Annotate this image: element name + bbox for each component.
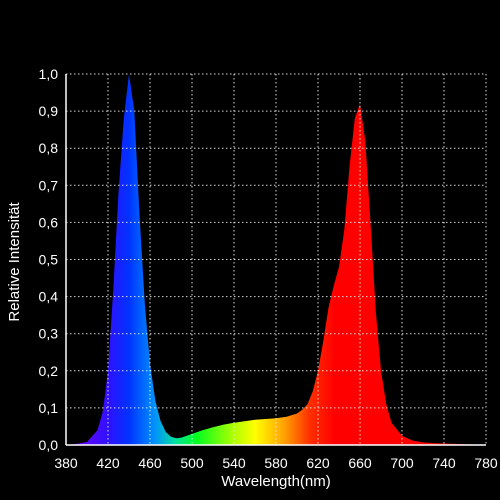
x-tick-label: 380 <box>54 455 78 471</box>
x-tick-label: 780 <box>474 455 498 471</box>
y-tick-label: 0,5 <box>39 252 59 268</box>
x-tick-label: 580 <box>264 455 288 471</box>
y-tick-label: 0,6 <box>39 214 59 230</box>
x-axis-label: Wavelength(nm) <box>221 473 330 490</box>
y-tick-label: 0,2 <box>39 363 59 379</box>
x-tick-label: 620 <box>306 455 330 471</box>
y-tick-label: 0,8 <box>39 140 59 156</box>
y-tick-label: 1,0 <box>39 66 59 82</box>
y-tick-label: 0,7 <box>39 177 59 193</box>
x-tick-label: 740 <box>432 455 456 471</box>
y-axis-label: Relative Intensität <box>6 202 23 322</box>
y-tick-label: 0,3 <box>39 326 59 342</box>
x-tick-label: 420 <box>96 455 120 471</box>
x-tick-label: 500 <box>180 455 204 471</box>
x-tick-label: 660 <box>348 455 372 471</box>
y-tick-label: 0,1 <box>39 400 59 416</box>
x-tick-label: 540 <box>222 455 246 471</box>
y-tick-label: 0,0 <box>39 437 59 453</box>
spectrum-area <box>66 74 486 445</box>
y-tick-label: 0,9 <box>39 103 59 119</box>
y-tick-label: 0,4 <box>39 289 59 305</box>
x-tick-label: 700 <box>390 455 414 471</box>
x-tick-label: 460 <box>138 455 162 471</box>
